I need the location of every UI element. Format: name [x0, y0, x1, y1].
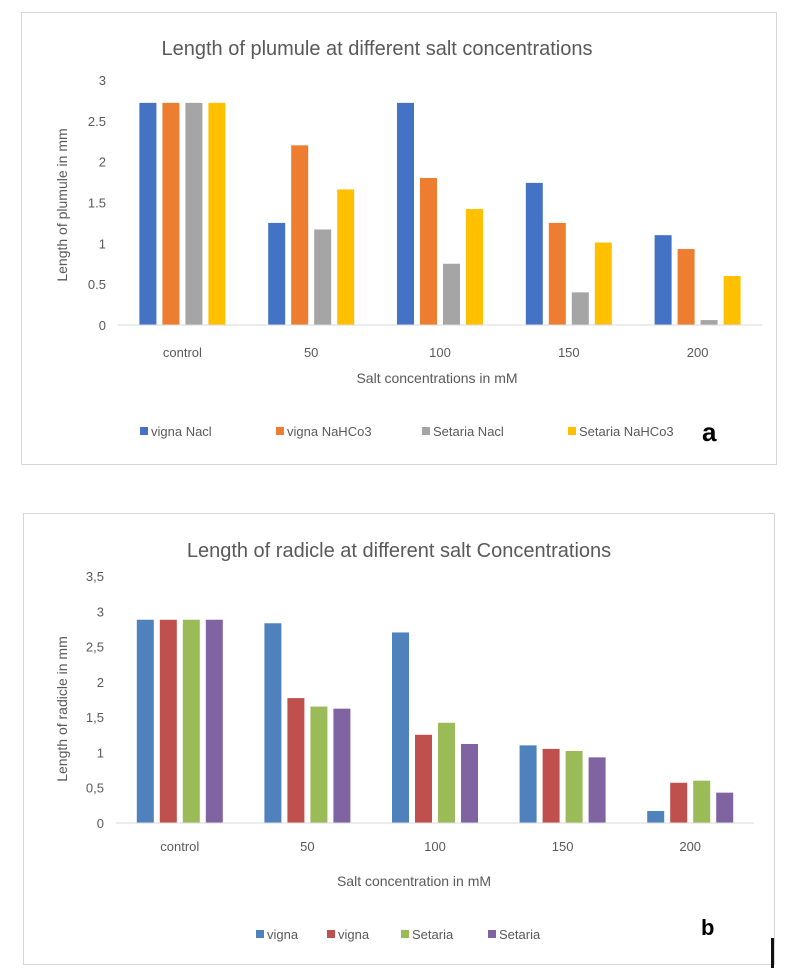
legend-swatch — [276, 427, 284, 435]
legend-label: vigna NaHCo3 — [287, 424, 372, 439]
y-tick-label: 1 — [99, 236, 106, 251]
bar — [542, 748, 560, 823]
legend-label: vigna — [267, 927, 299, 942]
x-tick-label: control — [160, 839, 199, 854]
legend-swatch — [140, 427, 148, 435]
bar — [466, 209, 483, 325]
y-tick-label: 2 — [99, 155, 106, 170]
y-tick-label: 3 — [99, 73, 106, 88]
panel-label-b: b — [701, 915, 714, 940]
bar — [693, 780, 711, 823]
y-tick-label: 0.5 — [88, 277, 106, 292]
y-axis-label: Length of plumule in mm — [54, 128, 70, 281]
bar — [287, 698, 305, 823]
bar — [314, 229, 332, 325]
bar — [333, 708, 351, 823]
bar — [548, 222, 566, 325]
radicle-chart: Length of radicle at different salt Conc… — [54, 540, 754, 942]
bar — [677, 249, 695, 325]
bar — [264, 623, 282, 823]
y-axis-label: Length of radicle in mm — [54, 636, 70, 782]
y-tick-label: 2.5 — [88, 114, 106, 129]
legend-swatch — [327, 930, 335, 938]
y-tick-label: 2 — [97, 675, 104, 690]
bar — [647, 811, 665, 823]
x-tick-label: 50 — [304, 345, 318, 360]
x-tick-label: 150 — [558, 345, 580, 360]
y-tick-label: 3 — [97, 604, 104, 619]
x-tick-label: 200 — [679, 839, 701, 854]
bar — [443, 263, 460, 325]
x-axis-label: Salt concentration in mM — [337, 873, 491, 889]
bar — [185, 102, 203, 325]
chart-title: Length of plumule at different salt conc… — [161, 38, 592, 60]
bar — [525, 182, 543, 325]
bar — [337, 189, 355, 325]
bar — [159, 619, 177, 823]
legend-label: Setaria — [499, 927, 541, 942]
bar — [438, 722, 455, 823]
chart-panel-a: Length of plumule at different salt conc… — [21, 12, 777, 465]
panel-label-a: a — [702, 417, 717, 447]
y-tick-label: 0 — [97, 816, 104, 831]
x-tick-label: 100 — [429, 345, 451, 360]
bar — [268, 222, 286, 325]
y-tick-label: 2,5 — [86, 640, 104, 655]
bar — [310, 706, 328, 823]
y-tick-label: 1.5 — [88, 196, 106, 211]
bar — [723, 276, 741, 325]
bar — [654, 235, 672, 325]
bar — [594, 242, 612, 325]
legend-label: Setaria NaHCo3 — [579, 424, 674, 439]
bar — [162, 102, 180, 325]
bar — [205, 619, 223, 823]
bar — [392, 632, 409, 823]
legend-label: Setaria — [412, 927, 454, 942]
bar — [139, 102, 157, 325]
x-tick-label: 100 — [424, 839, 446, 854]
legend-label: Setaria Nacl — [433, 424, 504, 439]
x-axis-label: Salt concentrations in mM — [356, 370, 517, 386]
bar — [397, 102, 414, 325]
bar — [571, 292, 589, 325]
x-tick-label: 50 — [300, 839, 314, 854]
legend-swatch — [568, 427, 576, 435]
legend-swatch — [422, 427, 430, 435]
legend-swatch — [401, 930, 409, 938]
chart-panel-b: Length of radicle at different salt Conc… — [23, 513, 775, 965]
bar — [565, 751, 583, 823]
bar — [420, 178, 437, 325]
x-tick-label: control — [163, 345, 202, 360]
y-tick-label: 1 — [97, 745, 104, 760]
legend-label: vigna Nacl — [151, 424, 212, 439]
legend-label: vigna — [338, 927, 370, 942]
y-tick-label: 0 — [99, 318, 106, 333]
bar — [588, 757, 606, 823]
bar — [461, 743, 478, 823]
bar — [700, 320, 718, 325]
bar — [208, 102, 226, 325]
bar — [136, 619, 154, 823]
bar — [415, 734, 432, 823]
edge-mark — [771, 938, 774, 968]
bar — [291, 145, 309, 325]
bar — [670, 782, 688, 823]
chart-title: Length of radicle at different salt Conc… — [187, 540, 611, 562]
bar — [519, 745, 537, 823]
x-tick-label: 150 — [552, 839, 574, 854]
y-tick-label: 3,5 — [86, 569, 104, 584]
legend-swatch — [488, 930, 496, 938]
plumule-chart: Length of plumule at different salt conc… — [54, 38, 762, 447]
y-tick-label: 0,5 — [86, 781, 104, 796]
bar — [182, 619, 200, 823]
legend-swatch — [256, 930, 264, 938]
bar — [716, 792, 734, 823]
y-tick-label: 1,5 — [86, 710, 104, 725]
x-tick-label: 200 — [687, 345, 709, 360]
